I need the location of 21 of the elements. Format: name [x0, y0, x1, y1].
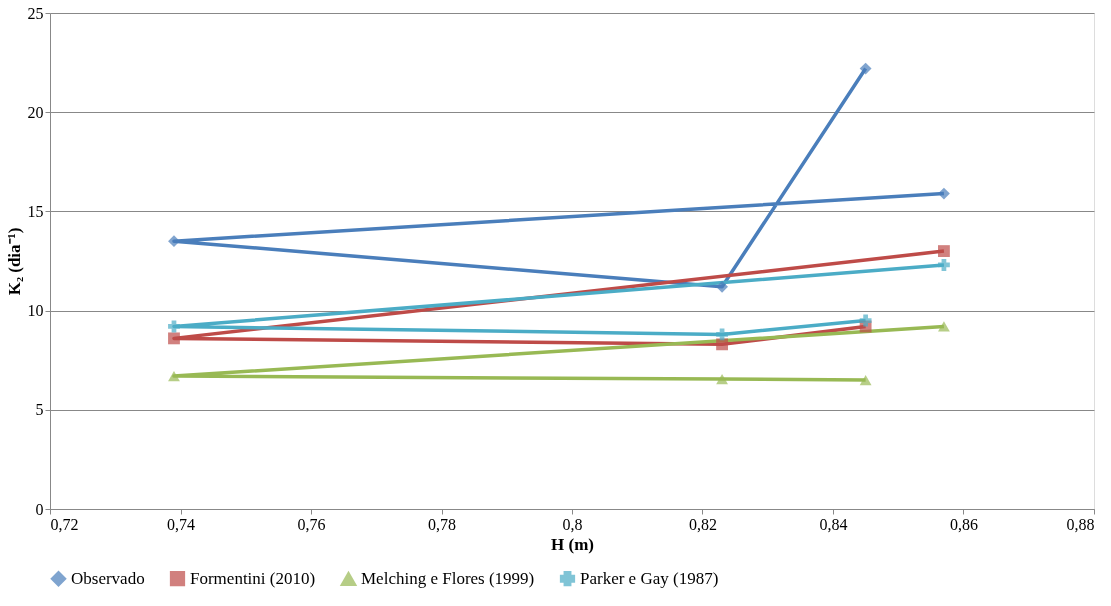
y-tick-label: 0: [35, 500, 44, 518]
y-axis-title: K₂ (dia⁻¹): [4, 227, 24, 296]
x-tick-label: 0,76: [297, 515, 326, 533]
legend-label: Melching e Flores (1999): [361, 569, 535, 589]
x-tick-label: 0,78: [428, 515, 456, 533]
legend-label: Formentini (2010): [190, 568, 316, 588]
x-tick-label: 0,86: [950, 515, 978, 533]
x-tick-label: 0,88: [1066, 515, 1095, 533]
legend-label: Observado: [71, 568, 145, 588]
x-tick-label: 0,72: [50, 515, 79, 533]
x-tick-label: 0,8: [562, 515, 583, 533]
x-tick-label: 0,84: [819, 515, 848, 533]
y-tick-label: 25: [27, 4, 44, 22]
x-tick-label: 0,74: [167, 515, 195, 533]
y-tick-label: 5: [35, 401, 44, 419]
x-tick-label: 0,82: [689, 515, 717, 533]
y-tick-label: 10: [27, 302, 44, 320]
legend-label: Parker e Gay (1987): [580, 568, 719, 588]
x-axis-title: H (m): [551, 534, 594, 554]
y-tick-label: 15: [27, 202, 44, 220]
y-tick-label: 20: [27, 103, 44, 121]
